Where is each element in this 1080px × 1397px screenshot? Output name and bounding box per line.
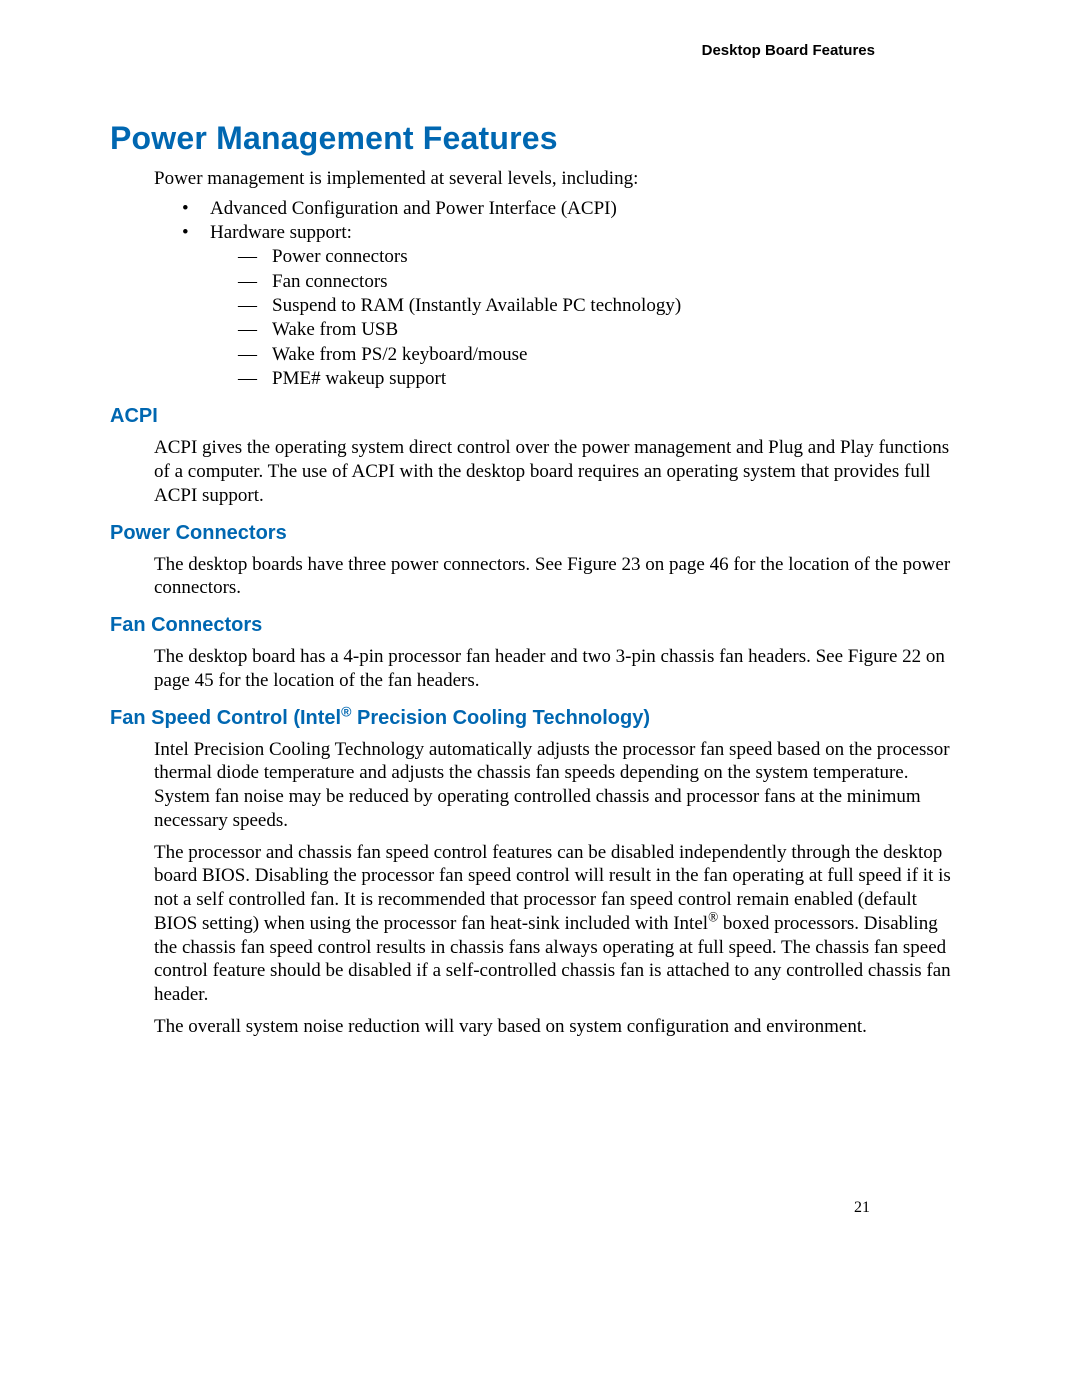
list-item: Power connectors (210, 245, 960, 269)
heading-text-pre: Fan Speed Control (Intel (110, 707, 341, 729)
section-heading-fan-connectors: Fan Connectors (110, 614, 965, 637)
registered-icon: ® (341, 703, 351, 719)
list-item: Wake from USB (210, 318, 960, 342)
list-item-text: Advanced Configuration and Power Interfa… (210, 198, 617, 219)
section-paragraph: The desktop board has a 4-pin processor … (154, 645, 960, 693)
section-body-fan-speed: Intel Precision Cooling Technology autom… (154, 738, 960, 1039)
section-body-power-connectors: The desktop boards have three power conn… (154, 553, 960, 601)
page-number: 21 (854, 1199, 870, 1217)
list-item: PME# wakeup support (210, 367, 960, 391)
section-body-fan-connectors: The desktop board has a 4-pin processor … (154, 645, 960, 693)
list-item: Wake from PS/2 keyboard/mouse (210, 343, 960, 367)
document-page: Desktop Board Features Power Management … (0, 0, 1080, 1397)
intro-block: Power management is implemented at sever… (154, 167, 960, 391)
list-item: Suspend to RAM (Instantly Available PC t… (210, 294, 960, 318)
section-paragraph: Intel Precision Cooling Technology autom… (154, 738, 960, 833)
section-heading-fan-speed: Fan Speed Control (Intel® Precision Cool… (110, 707, 965, 730)
heading-text-post: Precision Cooling Technology) (351, 707, 650, 729)
list-item: Hardware support: Power connectors Fan c… (154, 221, 960, 391)
list-item: Advanced Configuration and Power Interfa… (154, 197, 960, 221)
list-item: Fan connectors (210, 270, 960, 294)
section-body-acpi: ACPI gives the operating system direct c… (154, 436, 960, 507)
section-heading-acpi: ACPI (110, 405, 965, 428)
intro-paragraph: Power management is implemented at sever… (154, 167, 960, 191)
intro-bullet-list: Advanced Configuration and Power Interfa… (154, 197, 960, 392)
section-heading-power-connectors: Power Connectors (110, 522, 965, 545)
page-header-right: Desktop Board Features (702, 42, 875, 59)
section-paragraph: ACPI gives the operating system direct c… (154, 436, 960, 507)
section-paragraph: The overall system noise reduction will … (154, 1015, 960, 1039)
page-title: Power Management Features (110, 120, 965, 157)
list-item-text: Hardware support: (210, 222, 352, 243)
section-paragraph: The processor and chassis fan speed cont… (154, 841, 960, 1007)
intro-sub-list: Power connectors Fan connectors Suspend … (210, 245, 960, 391)
section-paragraph: The desktop boards have three power conn… (154, 553, 960, 601)
registered-icon: ® (708, 909, 718, 924)
